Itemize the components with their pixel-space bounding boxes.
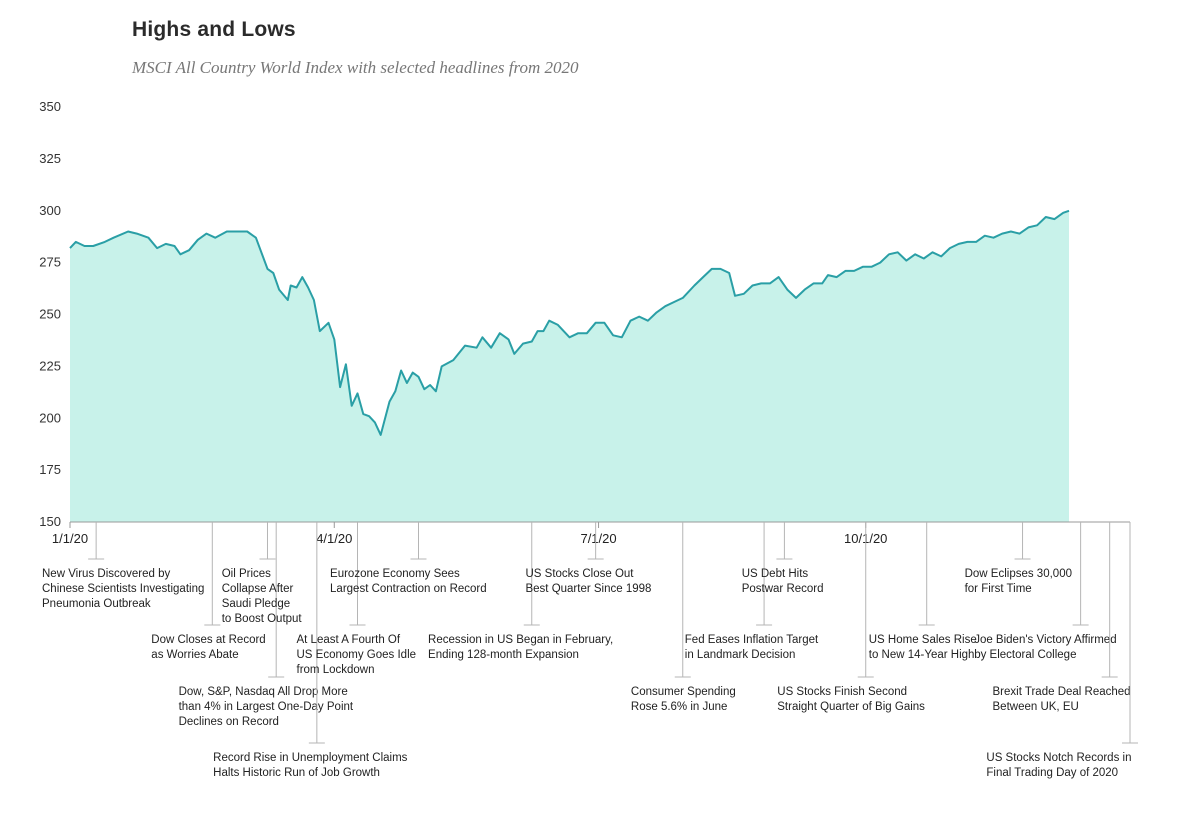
- annotation-line: to New 14-Year High: [869, 649, 975, 661]
- annotation-line: Straight Quarter of Big Gains: [777, 701, 925, 713]
- annotation-line: New Virus Discovered by: [42, 568, 171, 580]
- annotation-line: by Electoral College: [974, 649, 1076, 661]
- annotation-text: US Home Sales Rise to New 14-Year High: [869, 634, 977, 661]
- annotation-line: than 4% in Largest One-Day Point: [179, 701, 354, 713]
- chart-subtitle: MSCI All Country World Index with select…: [132, 58, 579, 77]
- annotation-text: Dow Eclipses 30,000 for First Time: [965, 568, 1072, 595]
- annotation-text: Dow, S&P, Nasdaq All Drop More than 4% in…: [179, 686, 354, 728]
- y-tick-label: 300: [39, 203, 61, 218]
- annotation-text: Recession in US Began in February, Ending…: [428, 634, 613, 661]
- annotation-text: Dow Closes at Record as Worries Abate: [151, 634, 265, 661]
- annotation-text: Brexit Trade Deal Reached Between UK, EU: [993, 686, 1131, 713]
- annotation-line: US Economy Goes Idle: [297, 649, 417, 661]
- annotation-text: Eurozone Economy Sees Largest Contraction…: [330, 568, 487, 595]
- annotation-line: Best Quarter Since 1998: [525, 583, 651, 595]
- annotation-text: US Stocks Finish Second Straight Quarter …: [777, 686, 925, 713]
- annotation-text: Fed Eases Inflation Target in Landmark De…: [685, 634, 819, 661]
- y-tick-label: 200: [39, 410, 61, 425]
- y-tick-label: 150: [39, 514, 61, 529]
- annotation-line: Final Trading Day of 2020: [986, 767, 1118, 779]
- annotation-text: Consumer Spending Rose 5.6% in June: [631, 686, 736, 713]
- y-tick-label: 225: [39, 358, 61, 373]
- annotation-text: Oil Prices Collapse After Saudi Pledge to B…: [222, 568, 303, 625]
- annotation-line: to Boost Output: [222, 613, 303, 625]
- annotation-line: US Debt Hits: [742, 568, 809, 580]
- annotation-line: Eurozone Economy Sees: [330, 568, 460, 580]
- annotation-line: Fed Eases Inflation Target: [685, 634, 819, 646]
- annotation-line: Postwar Record: [742, 583, 824, 595]
- annotation-line: Dow Eclipses 30,000: [965, 568, 1072, 580]
- annotation-line: At Least A Fourth Of: [297, 634, 401, 646]
- y-tick-label: 350: [39, 99, 61, 114]
- y-tick-label: 250: [39, 307, 61, 322]
- x-tick-label: 7/1/20: [580, 531, 616, 546]
- y-tick-label: 175: [39, 462, 61, 477]
- x-tick-label: 4/1/20: [316, 531, 352, 546]
- annotation-line: US Stocks Close Out: [525, 568, 634, 580]
- annotation-line: as Worries Abate: [151, 649, 238, 661]
- annotation-line: in Landmark Decision: [685, 649, 796, 661]
- annotation-line: US Stocks Finish Second: [777, 686, 907, 698]
- annotation-line: Recession in US Began in February,: [428, 634, 613, 646]
- annotation-text: New Virus Discovered by Chinese Scientist…: [42, 568, 204, 610]
- series-line: [69, 209, 1070, 436]
- annotation-line: Collapse After: [222, 583, 294, 595]
- annotation-line: Record Rise in Unemployment Claims: [213, 752, 408, 764]
- annotation-line: US Home Sales Rise: [869, 634, 977, 646]
- plot-area: [69, 209, 1070, 523]
- y-tick-label: 325: [39, 151, 61, 166]
- annotation-line: Oil Prices: [222, 568, 271, 580]
- annotation-line: US Stocks Notch Records in: [986, 752, 1131, 764]
- annotation-line: Consumer Spending: [631, 686, 736, 698]
- annotation-text: US Stocks Close Out Best Quarter Since 19…: [525, 568, 651, 595]
- annotation-line: Largest Contraction on Record: [330, 583, 487, 595]
- annotation-line: Between UK, EU: [993, 701, 1079, 713]
- annotation-line: Declines on Record: [179, 716, 279, 728]
- annotation-text: Joe Biden's Victory Affirmed by Electoral…: [974, 634, 1116, 661]
- annotation-text: US Stocks Notch Records in Final Trading …: [986, 752, 1131, 779]
- annotation-line: from Lockdown: [297, 664, 375, 676]
- series-area: [70, 210, 1069, 523]
- annotation-line: Rose 5.6% in June: [631, 701, 728, 713]
- annotation-line: Joe Biden's Victory Affirmed: [974, 634, 1116, 646]
- annotation-text: At Least A Fourth Of US Economy Goes Idle…: [297, 634, 417, 676]
- annotation-line: Halts Historic Run of Job Growth: [213, 767, 380, 779]
- annotation-text: Record Rise in Unemployment Claims Halts …: [213, 752, 408, 779]
- annotation-line: for First Time: [965, 583, 1032, 595]
- x-tick-label: 1/1/20: [52, 531, 88, 546]
- annotation-line: Saudi Pledge: [222, 598, 290, 610]
- headline-annotations: New Virus Discovered by Chinese Scientist…: [42, 522, 1138, 779]
- chart-title: Highs and Lows: [132, 18, 296, 41]
- x-axis: 1/1/20 4/1/20 7/1/20 10/1/20: [52, 521, 1130, 546]
- annotation-line: Dow Closes at Record: [151, 634, 265, 646]
- annotation-line: Pneumonia Outbreak: [42, 598, 151, 610]
- y-axis: 150 175 200 225 250 275 300 325 350: [39, 99, 61, 529]
- annotation-line: Dow, S&P, Nasdaq All Drop More: [179, 686, 348, 698]
- annotation-text: US Debt Hits Postwar Record: [742, 568, 824, 595]
- annotation-line: Brexit Trade Deal Reached: [993, 686, 1131, 698]
- annotation-line: Chinese Scientists Investigating: [42, 583, 204, 595]
- y-tick-label: 275: [39, 255, 61, 270]
- annotation-line: Ending 128-month Expansion: [428, 649, 579, 661]
